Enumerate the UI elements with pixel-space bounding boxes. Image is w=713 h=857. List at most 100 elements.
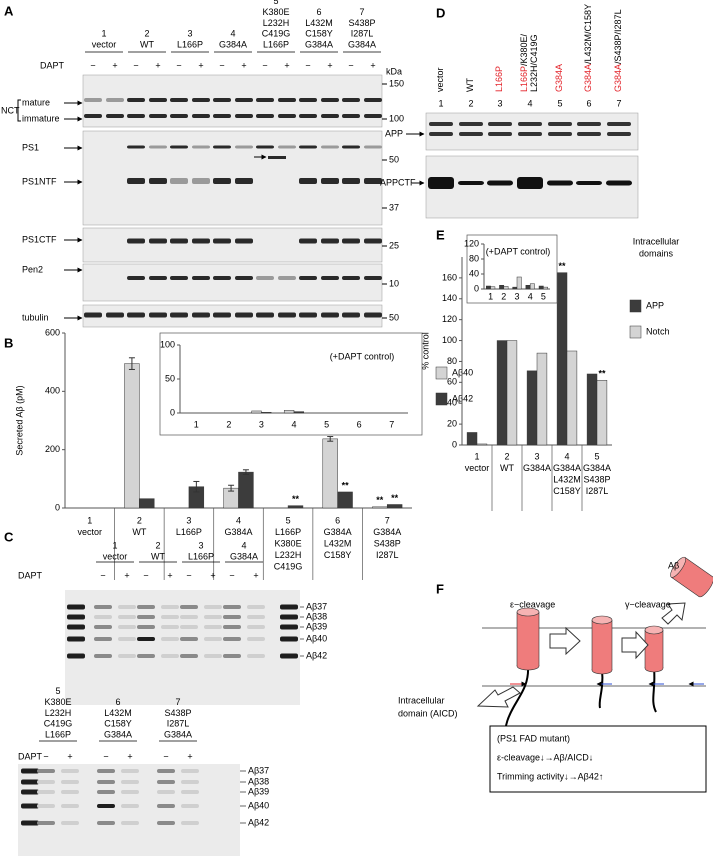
y-tick-label: 0	[55, 502, 60, 512]
bar	[503, 286, 509, 290]
band	[149, 145, 167, 149]
band	[606, 180, 632, 186]
category-note: I287L	[586, 486, 609, 496]
gel	[18, 764, 240, 856]
lane-header-part: G384A	[554, 64, 564, 92]
legend-title: domains	[639, 248, 674, 258]
error-bar	[128, 357, 135, 370]
sign: +	[241, 60, 246, 70]
summary-text: ε-cleavage↓→Aβ/AICD↓	[497, 752, 593, 762]
ladder-band	[280, 653, 298, 659]
legend-swatch	[435, 366, 448, 380]
treatment-label: DAPT	[18, 570, 43, 580]
lane-header: 5	[273, 0, 278, 6]
bar	[496, 340, 508, 446]
bar	[337, 491, 353, 509]
band	[321, 114, 339, 118]
band	[342, 98, 360, 102]
diagram-label: Intracellular	[398, 695, 445, 705]
lane-header: K380E	[262, 7, 289, 17]
diagram-label: ε−cleavage	[510, 599, 555, 609]
band	[170, 238, 188, 244]
band	[342, 178, 360, 184]
error-bar	[193, 480, 200, 493]
ladder-band	[280, 604, 298, 610]
band	[518, 132, 542, 136]
band	[223, 637, 241, 641]
lane-header: G384A	[219, 39, 247, 49]
lane-header: 6	[115, 697, 120, 707]
lane-header: 1	[101, 29, 106, 39]
gel	[65, 590, 300, 705]
band	[342, 114, 360, 118]
band	[180, 654, 198, 658]
bar	[525, 285, 531, 290]
y-tick-label: 400	[45, 386, 60, 396]
ladder-band	[21, 789, 39, 795]
y-tick-label: 40	[469, 268, 479, 278]
band	[204, 605, 222, 609]
lane-header: G384A	[230, 551, 258, 561]
x-tick-label: 2	[501, 291, 506, 301]
sign: +	[284, 60, 289, 70]
category-note: L432M	[553, 474, 581, 484]
lane-header-part: L166P	[494, 66, 504, 92]
band	[321, 276, 339, 280]
band-label: Aβ40	[248, 800, 269, 810]
helix-top	[516, 607, 540, 617]
band	[607, 122, 631, 126]
x-tick-label: 5	[541, 291, 546, 301]
band	[157, 804, 175, 808]
x-tick-label: 5	[594, 451, 599, 461]
tail	[598, 669, 604, 709]
band	[278, 98, 296, 102]
category-note: C158Y	[324, 550, 352, 560]
ladder-band	[21, 820, 39, 826]
band	[106, 114, 124, 118]
lane-header-part: /S438P/I287L	[613, 9, 623, 64]
category-note: C158Y	[553, 486, 581, 496]
band	[192, 276, 210, 280]
bar	[251, 410, 262, 414]
band	[118, 637, 136, 641]
band	[213, 145, 231, 149]
band	[458, 181, 484, 185]
ladder-band	[21, 803, 39, 809]
band	[278, 276, 296, 280]
bar	[536, 352, 548, 446]
ladder-band	[21, 768, 39, 774]
size-marker: 37	[389, 202, 399, 212]
significance: **	[559, 261, 567, 271]
band	[97, 769, 115, 773]
ladder-band	[280, 636, 298, 642]
band	[459, 132, 483, 136]
band	[97, 780, 115, 784]
band	[204, 625, 222, 629]
lane-number: 1	[438, 98, 443, 108]
band	[342, 238, 360, 244]
band	[121, 769, 139, 773]
y-tick-label: 100	[442, 335, 457, 345]
sign: +	[210, 570, 215, 580]
band-label: Aβ37	[248, 765, 269, 775]
helix-edge	[684, 557, 713, 578]
band	[181, 780, 199, 784]
band	[84, 98, 102, 102]
y-tick-label: 0	[452, 439, 457, 449]
band	[213, 312, 231, 318]
tail	[652, 667, 657, 713]
band	[118, 605, 136, 609]
band	[223, 654, 241, 658]
band	[170, 145, 188, 149]
legend-swatch	[629, 325, 642, 339]
band	[37, 821, 55, 825]
legend-label: Aβ40	[452, 367, 473, 377]
band	[299, 98, 317, 102]
unit-label: kDa	[386, 66, 402, 76]
band	[181, 804, 199, 808]
band	[84, 114, 102, 118]
band	[37, 790, 55, 794]
lane-number: 6	[586, 98, 591, 108]
size-marker: 10	[389, 278, 399, 288]
band	[161, 637, 179, 641]
